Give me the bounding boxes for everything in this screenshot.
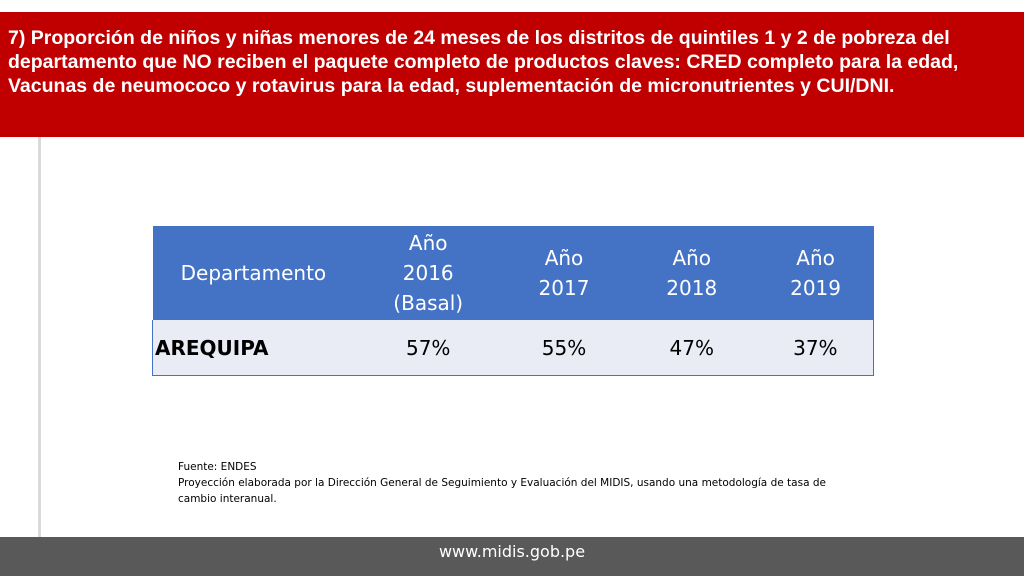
source-line: Fuente: ENDES [178, 461, 257, 473]
slide-title: 7) Proporción de niños y niñas menores d… [8, 27, 959, 97]
header-year-2019-word: Año [796, 246, 835, 270]
footer-url: www.midis.gob.pe [438, 542, 586, 561]
data-table: Departamento Año 2016 (Basal) Año 2017 A… [152, 226, 874, 376]
cell-2018: 47% [625, 320, 758, 376]
header-year-2016-number: 2016 [402, 261, 454, 285]
header-year-2018-number: 2018 [666, 276, 718, 300]
table-row: AREQUIPA 57% 55% 47% 37% [152, 320, 874, 376]
cell-2017: 55% [502, 320, 626, 376]
source-note: Fuente: ENDES Proyección elaborada por l… [178, 459, 838, 507]
header-year-2016-word: Año [408, 231, 448, 255]
footer-bar: www.midis.gob.pe [0, 537, 1024, 576]
cell-2019: 37% [757, 320, 874, 376]
header-year-2018: Año 2018 [625, 226, 758, 320]
header-year-2019-number: 2019 [790, 276, 842, 300]
side-rule [38, 137, 41, 537]
header-year-2016-note: (Basal) [393, 291, 464, 315]
methodology-line: Proyección elaborada por la Dirección Ge… [178, 477, 826, 505]
table-header-row: Departamento Año 2016 (Basal) Año 2017 A… [152, 226, 874, 320]
header-year-2018-word: Año [672, 246, 712, 270]
header-year-2017-word: Año [544, 246, 584, 270]
header-year-2017: Año 2017 [502, 226, 626, 320]
header-year-2019: Año 2019 [757, 226, 874, 320]
cell-departamento: AREQUIPA [152, 320, 355, 376]
cell-2016: 57% [354, 320, 503, 376]
header-year-2016: Año 2016 (Basal) [354, 226, 503, 320]
header-departamento: Departamento [152, 226, 355, 320]
title-banner: 7) Proporción de niños y niñas menores d… [0, 12, 1024, 137]
header-year-2017-number: 2017 [538, 276, 590, 300]
